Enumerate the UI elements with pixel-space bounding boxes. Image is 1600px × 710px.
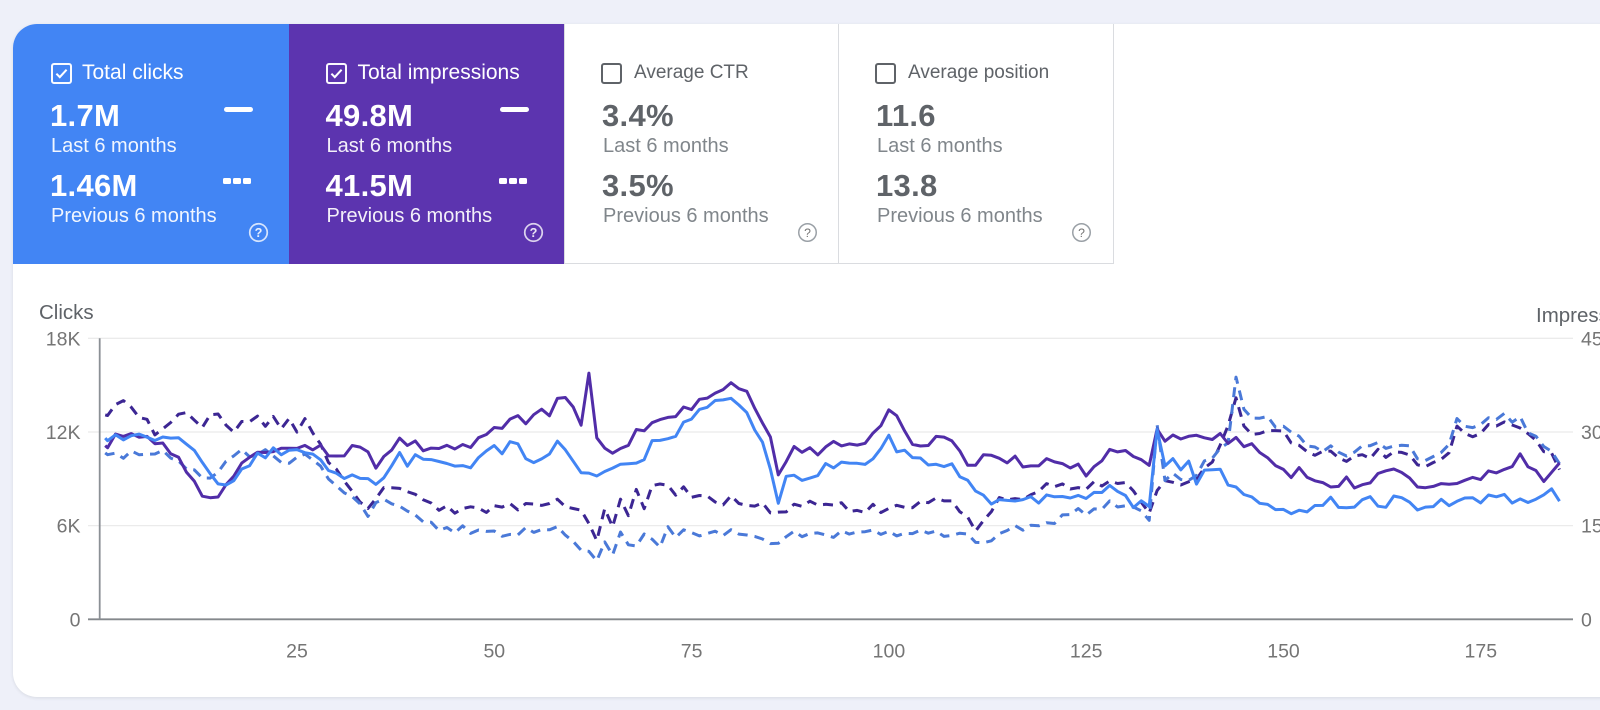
svg-text:75: 75 (681, 641, 703, 663)
svg-text:50: 50 (483, 641, 505, 663)
svg-text:?: ? (1078, 225, 1085, 239)
svg-text:Clicks: Clicks (39, 301, 94, 324)
svg-text:?: ? (530, 226, 538, 240)
svg-text:?: ? (804, 225, 811, 239)
svg-text:300K: 300K (1581, 422, 1600, 444)
svg-text:175: 175 (1465, 641, 1498, 663)
svg-text:0: 0 (1581, 609, 1592, 631)
svg-text:150K: 150K (1581, 516, 1600, 538)
svg-text:Impressions: Impressions (1536, 304, 1600, 327)
svg-text:12K: 12K (46, 422, 81, 444)
svg-text:6K: 6K (57, 516, 81, 538)
svg-text:150: 150 (1267, 641, 1300, 663)
svg-text:450K: 450K (1581, 328, 1600, 350)
svg-text:?: ? (254, 226, 262, 240)
svg-text:18K: 18K (46, 328, 81, 350)
svg-text:0: 0 (70, 609, 81, 631)
svg-text:125: 125 (1070, 641, 1103, 663)
svg-text:25: 25 (286, 641, 308, 663)
svg-text:100: 100 (873, 641, 906, 663)
